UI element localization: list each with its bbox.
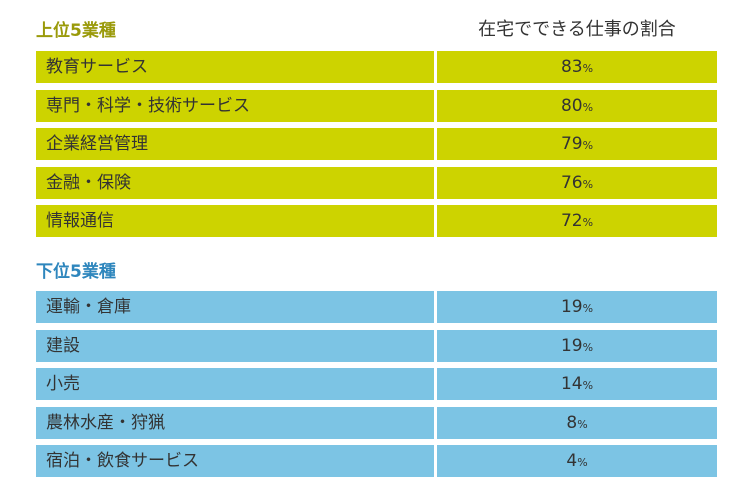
value-number: 4	[566, 451, 578, 471]
table-row: 運輸・倉庫 19%	[36, 291, 717, 323]
value-column-header: 在宅でできる仕事の割合	[478, 19, 676, 40]
percent-unit: %	[582, 379, 594, 392]
industry-cell: 金融・保険	[36, 166, 434, 199]
table-row: 小売 14%	[36, 368, 717, 400]
value-cell: 76%	[437, 166, 717, 199]
percent-unit: %	[582, 177, 594, 191]
percent-unit: %	[577, 417, 588, 431]
value-cell: 79%	[437, 128, 717, 160]
value-number: 19	[560, 297, 583, 317]
value-number: 8	[566, 412, 578, 433]
table-row: 宿泊・飲食サービス 4%	[36, 445, 717, 477]
industry-cell: 企業経営管理	[36, 128, 434, 160]
top5-title: 上位5業種	[36, 21, 116, 41]
industry-cell: 小売	[36, 368, 434, 400]
value-number: 14	[560, 374, 583, 394]
percent-unit: %	[582, 100, 594, 114]
percent-unit: %	[582, 302, 594, 315]
table-row: 教育サービス 83%	[36, 51, 717, 83]
industry-cell: 宿泊・飲食サービス	[36, 445, 434, 477]
value-number: 80	[560, 95, 583, 116]
value-number: 79	[560, 134, 583, 154]
value-cell: 83%	[437, 51, 717, 83]
value-number: 83	[560, 57, 583, 77]
table-row: 建設 19%	[36, 329, 717, 362]
percent-unit: %	[582, 340, 594, 354]
value-number: 19	[560, 335, 583, 356]
table-row: 企業経営管理 79%	[36, 128, 717, 160]
table-row: 農林水産・狩猟 8%	[36, 406, 717, 439]
value-cell: 80%	[437, 89, 717, 122]
value-cell: 8%	[437, 406, 717, 439]
table-row: 金融・保険 76%	[36, 166, 717, 199]
industry-cell: 運輸・倉庫	[36, 291, 434, 323]
percent-unit: %	[582, 139, 594, 152]
industry-cell: 建設	[36, 329, 434, 362]
table-row: 情報通信 72%	[36, 205, 717, 237]
value-cell: 19%	[437, 291, 717, 323]
industry-cell: 情報通信	[36, 205, 434, 237]
industry-cell: 教育サービス	[36, 51, 434, 83]
value-number: 76	[560, 172, 583, 193]
value-cell: 4%	[437, 445, 717, 477]
value-number: 72	[560, 211, 583, 231]
percent-unit: %	[582, 62, 594, 75]
percent-unit: %	[577, 456, 588, 469]
table-row: 専門・科学・技術サービス 80%	[36, 89, 717, 122]
percent-unit: %	[582, 216, 594, 229]
value-cell: 14%	[437, 368, 717, 400]
industry-cell: 農林水産・狩猟	[36, 406, 434, 439]
bottom5-title: 下位5業種	[36, 262, 116, 282]
value-cell: 19%	[437, 329, 717, 362]
value-cell: 72%	[437, 205, 717, 237]
industry-cell: 専門・科学・技術サービス	[36, 89, 434, 122]
